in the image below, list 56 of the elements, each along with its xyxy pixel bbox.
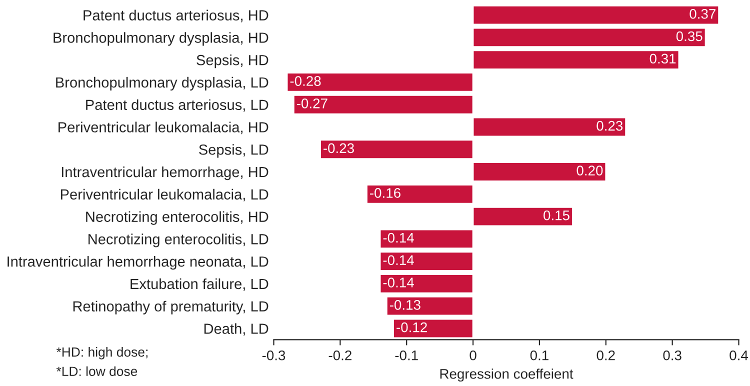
x-tick-label: -0.2 (328, 350, 352, 360)
x-tick-label: 0.4 (730, 350, 748, 360)
text: *LD: low dose (56, 366, 138, 376)
y-tick-label: Death, LD (204, 323, 268, 336)
y-tick-label: Retinopathy of prematurity, LD (73, 300, 268, 314)
data-label: -0.12 (396, 322, 427, 332)
bar (379, 274, 474, 294)
x-tick-label: 0.1 (530, 350, 548, 360)
data-label: -0.14 (383, 278, 414, 288)
bar (320, 139, 474, 160)
bar (472, 162, 607, 182)
x-tick-label: 0 (470, 350, 476, 360)
bar (286, 72, 474, 92)
text: *HD: high dose; (56, 347, 148, 360)
bar (292, 94, 474, 115)
x-tick-label: -0.1 (395, 350, 418, 360)
y-tick-label: Patent ductus arteriosus, LD (86, 99, 268, 112)
y-tick-label: Intraventricular hemorrhage, HD (62, 166, 268, 180)
data-label: 0.23 (596, 120, 623, 131)
data-label: 0.37 (690, 8, 716, 19)
y-tick-label: Patent ductus arteriosus, HD (84, 10, 268, 22)
y-tick-label: Bronchopulmonary dysplasia, HD (54, 32, 268, 46)
y-tick-label: Intraventricular hemorrhage neonata, LD (8, 256, 268, 270)
y-tick-label: Sepsis, HD (196, 54, 268, 68)
x-tick-label: -0.3 (262, 350, 286, 360)
data-label: -0.27 (296, 98, 328, 108)
bar (392, 318, 474, 339)
data-label: -0.14 (383, 255, 414, 266)
bar (379, 251, 474, 272)
x-axis-title: Regression coeffeient (440, 368, 574, 382)
y-tick-label: Necrotizing enterocolitis, LD (88, 234, 268, 248)
bar (472, 206, 574, 227)
y-tick-label: Periventricular leukomalacia, HD (58, 122, 268, 134)
data-label: 0.31 (650, 54, 676, 64)
bar (472, 27, 706, 48)
data-label: 0.20 (576, 166, 603, 176)
data-label: 0.35 (676, 31, 702, 42)
data-label: -0.28 (290, 76, 321, 86)
bar (379, 228, 474, 250)
bar (366, 184, 474, 204)
x-tick-label: 0.2 (596, 350, 615, 360)
bar (472, 116, 627, 138)
x-tick-label: 0.3 (663, 350, 682, 360)
data-label: -0.16 (370, 188, 400, 198)
data-label: 0.15 (544, 210, 570, 220)
data-label: -0.23 (324, 143, 354, 154)
y-tick-label: Bronchopulmonary dysplasia, LD (56, 76, 268, 91)
data-label: -0.13 (390, 300, 420, 310)
bar (472, 50, 680, 70)
bar (386, 296, 474, 316)
bar (472, 4, 720, 26)
y-tick-label: Periventricular leukomalacia, LD (60, 188, 268, 202)
data-label: -0.14 (383, 232, 414, 243)
y-tick-label: Extubation failure, LD (130, 278, 268, 291)
y-tick-label: Necrotizing enterocolitis, HD (86, 211, 268, 225)
y-tick-label: Sepsis, LD (199, 144, 268, 158)
